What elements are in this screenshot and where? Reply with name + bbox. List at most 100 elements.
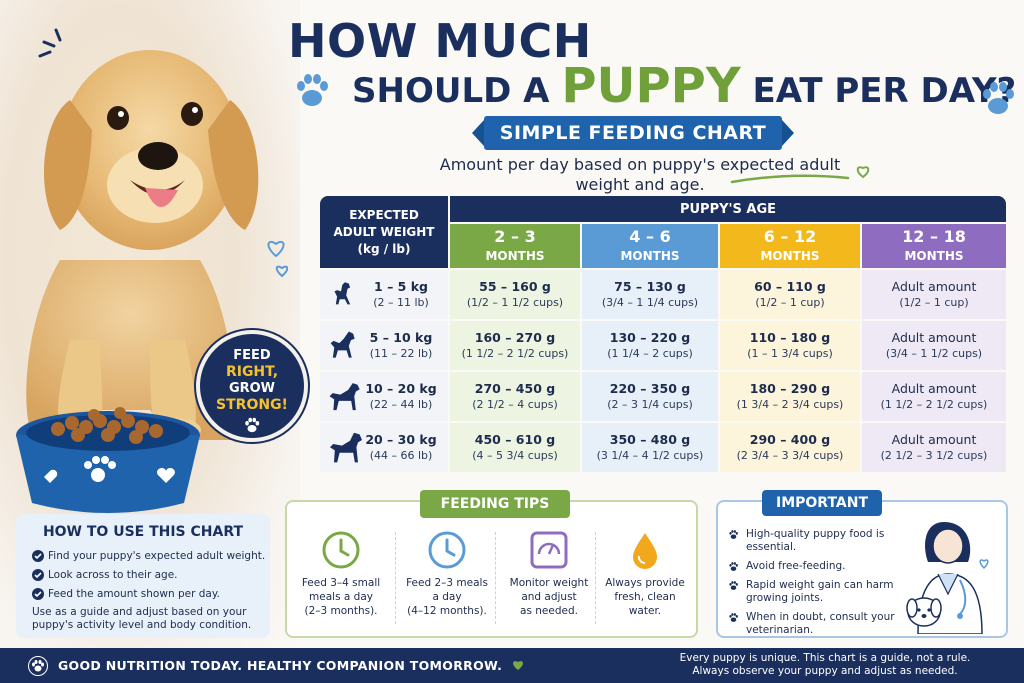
amount-cups: (1 1/2 – 2 1/2 cups) xyxy=(880,398,988,411)
age-column-header: 12 – 18 MONTHS xyxy=(862,224,1006,268)
table-row: 10 – 20 kg (22 – 44 lb) 270 – 450 g (2 1… xyxy=(320,372,1006,421)
amount-grams: 55 – 160 g xyxy=(479,279,551,294)
amount-grams: Adult amount xyxy=(891,279,977,294)
amount-grams: 180 – 290 g xyxy=(749,381,831,396)
tip-line: Always provide xyxy=(605,577,685,589)
tip-text: Feed 3–4 small meals a day (2–3 months). xyxy=(291,576,391,618)
tip-line: as needed. xyxy=(520,605,578,617)
paw-print-icon xyxy=(245,417,260,433)
amount-cell: 55 – 160 g (1/2 – 1 1/2 cups) xyxy=(450,270,580,319)
amount-cell: 290 – 400 g (2 3/4 – 3 3/4 cups) xyxy=(720,423,860,472)
badge-line3: GROW xyxy=(228,381,276,396)
paw-print-icon xyxy=(983,82,1014,114)
water-drop-icon xyxy=(633,533,657,569)
tip-item: Monitor weight and adjust as needed. xyxy=(499,530,599,618)
feeding-table: EXPECTED ADULT WEIGHT (kg / lb) PUPPY'S … xyxy=(320,196,1006,474)
underline-swoosh xyxy=(730,174,850,184)
amount-cups: (1/2 – 1 1/2 cups) xyxy=(466,296,564,309)
heart-icon xyxy=(512,661,523,670)
tip-item: Feed 2–3 meals a day (4–12 months). xyxy=(397,530,497,618)
weight-lb: (44 – 66 lb) xyxy=(369,449,433,462)
age-unit: MONTHS xyxy=(485,249,545,263)
amount-cell: 130 – 220 g (1 1/4 – 2 cups) xyxy=(582,321,718,370)
important-item-text: When in doubt, consult your veterinarian… xyxy=(746,611,895,636)
paw-print-icon xyxy=(297,74,328,106)
weight-header-line3: (kg / lb) xyxy=(357,241,411,256)
badge-line4: STRONG! xyxy=(216,397,288,413)
amount-grams: 130 – 220 g xyxy=(609,330,691,345)
amount-cell: Adult amount (1 1/2 – 2 1/2 cups) xyxy=(862,372,1006,421)
weight-kg: 10 – 20 kg xyxy=(365,381,437,396)
amount-grams: 350 – 480 g xyxy=(609,432,691,447)
tip-divider xyxy=(595,532,596,624)
food-bowl-illustration xyxy=(16,407,200,513)
table-row: 5 – 10 kg (11 – 22 lb) 160 – 270 g (1 1/… xyxy=(320,321,1006,370)
footer-slogan-text: GOOD NUTRITION TODAY. HEALTHY COMPANION … xyxy=(58,658,503,673)
tip-text: Always provide fresh, clean water. xyxy=(595,576,695,618)
amount-cups: (3 1/4 – 4 1/2 cups) xyxy=(596,449,704,462)
weight-cell: 5 – 10 kg (11 – 22 lb) xyxy=(320,321,448,370)
amount-cell: Adult amount (1/2 – 1 cup) xyxy=(862,270,1006,319)
age-unit: MONTHS xyxy=(620,249,680,263)
amount-cups: (2 – 3 1/4 cups) xyxy=(607,398,693,411)
amount-grams: 220 – 350 g xyxy=(609,381,691,396)
weight-header-line2: ADULT WEIGHT xyxy=(333,224,435,239)
age-column-header: 6 – 12 MONTHS xyxy=(720,224,860,268)
amount-grams: 450 – 610 g xyxy=(474,432,556,447)
important-item: Rapid weight gain can harm growing joint… xyxy=(728,579,928,605)
tip-item: Feed 3–4 small meals a day (2–3 months). xyxy=(291,530,391,618)
weight-lb: (2 – 11 lb) xyxy=(373,296,429,309)
weight-kg: 20 – 30 kg xyxy=(365,432,437,447)
title-prefix: SHOULD A xyxy=(352,71,562,111)
amount-cups: (1 3/4 – 2 3/4 cups) xyxy=(736,398,844,411)
weight-kg: 5 – 10 kg xyxy=(369,330,433,345)
feeding-tips-title: FEEDING TIPS xyxy=(420,490,570,518)
page-title-line2: SHOULD A PUPPY EAT PER DAY? xyxy=(352,58,1016,114)
amount-cell: 270 – 450 g (2 1/2 – 4 cups) xyxy=(450,372,580,421)
amount-cups: (1 – 1 3/4 cups) xyxy=(747,347,833,360)
how-to-step: Look across to their age. xyxy=(32,569,178,582)
amount-cell: 450 – 610 g (4 – 5 3/4 cups) xyxy=(450,423,580,472)
amount-cups: (3/4 – 1 1/2 cups) xyxy=(885,347,983,360)
amount-grams: 160 – 270 g xyxy=(474,330,556,345)
clock-icon xyxy=(322,531,360,569)
title-suffix: EAT PER DAY? xyxy=(740,71,1017,111)
amount-grams: 75 – 130 g xyxy=(614,279,686,294)
paw-print-icon xyxy=(729,530,738,539)
paw-print-icon xyxy=(729,581,738,590)
weight-lb: (22 – 44 lb) xyxy=(369,398,433,411)
amount-cell: 220 – 350 g (2 – 3 1/4 cups) xyxy=(582,372,718,421)
tip-divider xyxy=(495,532,496,624)
feed-right-badge: FEED RIGHT, GROW STRONG! xyxy=(196,330,308,442)
small-dog-icon xyxy=(334,282,351,305)
amount-cell: 75 – 130 g (3/4 – 1 1/4 cups) xyxy=(582,270,718,319)
amount-cups: (2 1/2 – 4 cups) xyxy=(472,398,558,411)
tip-item: Always provide fresh, clean water. xyxy=(595,530,695,618)
paw-print-icon xyxy=(729,562,738,571)
amount-cell: 60 – 110 g (1/2 – 1 cup) xyxy=(720,270,860,319)
age-group-header: PUPPY'S AGE xyxy=(450,196,1006,222)
footer-disclaimer: Every puppy is unique. This chart is a g… xyxy=(640,652,1010,678)
amount-grams: 110 – 180 g xyxy=(749,330,831,345)
important-item-text: High-quality puppy food is essential. xyxy=(746,528,885,553)
amount-cups: (1/2 – 1 cup) xyxy=(755,296,825,309)
weight-column-header: EXPECTED ADULT WEIGHT (kg / lb) xyxy=(320,196,448,268)
footer-disclaimer-line2: Always observe your puppy and adjust as … xyxy=(692,665,958,677)
amount-cell: 160 – 270 g (1 1/2 – 2 1/2 cups) xyxy=(450,321,580,370)
feeding-tips-panel: FEEDING TIPS Feed 3–4 small meals a day … xyxy=(285,490,698,638)
weight-cell: 10 – 20 kg (22 – 44 lb) xyxy=(320,372,448,421)
tip-line: and adjust xyxy=(521,591,577,603)
age-range: 6 – 12 xyxy=(763,227,817,246)
tip-line: fresh, clean xyxy=(614,591,676,603)
tip-line: Feed 2–3 meals xyxy=(406,577,488,589)
tip-text: Monitor weight and adjust as needed. xyxy=(499,576,599,618)
amount-cell: Adult amount (3/4 – 1 1/2 cups) xyxy=(862,321,1006,370)
sparkle-lines-icon xyxy=(38,28,62,58)
heart-outline-icon xyxy=(267,240,288,278)
amount-cell: 350 – 480 g (3 1/4 – 4 1/2 cups) xyxy=(582,423,718,472)
scale-icon xyxy=(530,531,568,569)
amount-grams: 60 – 110 g xyxy=(754,279,826,294)
important-panel: IMPORTANT High-quality puppy food is ess… xyxy=(716,490,1008,638)
age-column-header: 2 – 3 MONTHS xyxy=(450,224,580,268)
age-range: 4 – 6 xyxy=(629,227,671,246)
